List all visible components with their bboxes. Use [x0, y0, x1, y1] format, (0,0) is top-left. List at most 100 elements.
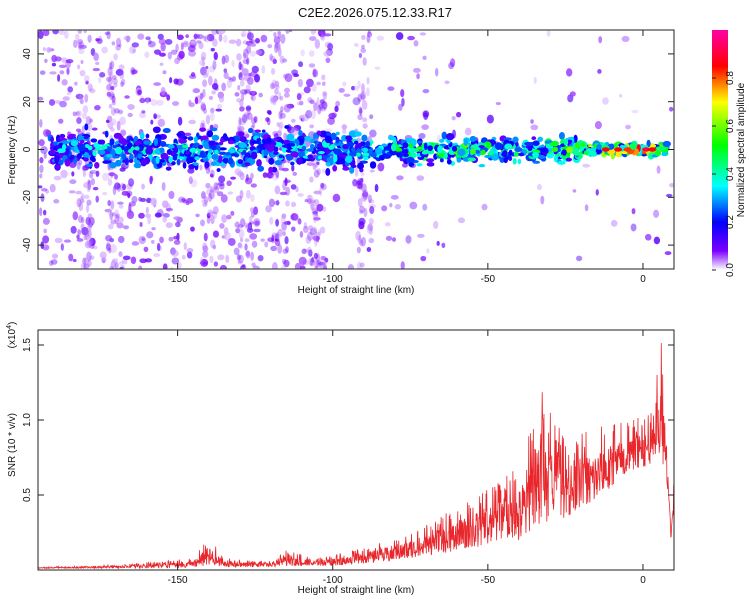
spectrogram-noise-blob	[334, 105, 339, 113]
spectrogram-noise-blob	[356, 180, 362, 189]
spectrogram-noise-blob	[241, 114, 248, 123]
spectrogram-ridge-blob	[590, 150, 597, 157]
spectrogram-noise-blob	[247, 224, 251, 230]
spectrogram-noise-blob	[146, 231, 154, 239]
spectrogram-noise-blob	[251, 65, 259, 74]
spectrogram-ridge-blob	[176, 158, 181, 166]
spectrogram-peak	[614, 147, 623, 152]
spectrogram-ridge-blob	[273, 151, 279, 156]
spectrogram-ridge-blob	[176, 132, 183, 136]
spectrogram-streak-blob	[202, 88, 206, 98]
spectrogram-streak-blob	[213, 211, 218, 219]
spectrogram-noise-blob	[144, 97, 152, 103]
spectrogram-ridge-blob	[254, 129, 262, 133]
spectrogram-noise-blob	[127, 112, 133, 118]
spectrogram-noise-blob	[107, 121, 114, 130]
spectrogram-ridge-blob	[290, 161, 295, 166]
spectrogram-streak-blob	[283, 132, 288, 141]
spectrogram-streak-blob	[315, 265, 322, 269]
spectrogram-ridge-blob	[615, 150, 622, 158]
spectrogram-streak-blob	[355, 179, 361, 185]
spectrogram-noise-blob	[218, 33, 223, 42]
spectrogram-noise-blob	[139, 258, 147, 264]
spectrogram-noise-blob	[237, 125, 245, 132]
spectrogram-streak-blob	[241, 30, 247, 37]
spectrogram-ridge-blob	[191, 144, 197, 149]
spectrogram-ridge-blob	[317, 151, 325, 155]
spectrogram-noise-blob	[306, 78, 314, 88]
spectrogram-streak-blob	[210, 107, 215, 114]
spectrogram-streak-blob	[282, 231, 286, 236]
spectrogram-noise-blob	[291, 164, 295, 172]
spectrogram-noise-blob	[159, 236, 164, 244]
spectrogram-streak-blob	[83, 257, 90, 265]
spectrogram-noise-blob	[168, 190, 175, 200]
spectrogram-streak-blob	[276, 130, 282, 138]
spectrogram-noise-blob	[249, 50, 256, 57]
spectrogram-noise-blob	[223, 68, 228, 73]
spectrogram-noise-blob	[358, 221, 365, 230]
spectrogram-streak-blob	[358, 106, 363, 115]
spectrogram-noise-blob	[110, 127, 115, 132]
spectrogram-streak-blob	[320, 255, 326, 261]
spectrogram-noise-blob	[101, 256, 107, 264]
spectrogram-noise-blob	[669, 182, 674, 188]
spectrogram-noise-blob	[219, 264, 228, 269]
spectrogram-noise-blob	[254, 37, 260, 44]
spectrogram-ridge-blob	[208, 148, 213, 154]
spectrogram-noise-blob	[62, 96, 70, 101]
spectrogram-noise-blob	[199, 261, 208, 265]
spectrogram-noise-blob	[597, 68, 602, 74]
spectrogram-streak-blob	[212, 38, 218, 47]
spectrogram-ridge-blob	[333, 148, 342, 155]
spectrogram-noise-blob	[130, 256, 137, 265]
spectrogram-streak-blob	[361, 100, 368, 110]
spectrogram-noise-blob	[391, 237, 397, 242]
spectrogram-streak-blob	[111, 118, 117, 126]
spectrogram-ridge-blob	[139, 132, 145, 140]
spectrogram-noise-blob	[128, 203, 132, 213]
spectrogram-streak-blob	[281, 258, 287, 265]
spectrogram-noise-blob	[311, 256, 315, 263]
spectrogram-noise-blob	[296, 93, 302, 101]
spectrogram-ridge-blob	[557, 160, 566, 165]
spectrogram-streak-blob	[315, 209, 319, 217]
spectrogram-streak-blob	[358, 178, 363, 184]
spectrogram-streak-blob	[276, 235, 281, 242]
spectrogram-streak-blob	[280, 112, 286, 119]
spectrogram-streak-blob	[368, 225, 374, 236]
spectrogram-noise-blob	[226, 79, 233, 89]
spectrogram-ridge-blob	[57, 159, 64, 166]
spectrogram-noise-blob	[278, 91, 282, 100]
spectrogram-noise-blob	[271, 68, 276, 75]
spectrogram-ridge-blob	[177, 156, 185, 160]
spectrogram-noise-blob	[212, 230, 220, 238]
spectrogram-streak-blob	[77, 228, 81, 235]
spectrogram-noise-blob	[290, 213, 299, 221]
spectrogram-noise-blob	[664, 251, 672, 256]
spectrogram-x-axis-label: Height of straight line (km)	[298, 285, 415, 296]
spectrogram-noise-blob	[584, 204, 589, 212]
spectrogram-streak-blob	[311, 207, 318, 216]
spectrogram-streak-blob	[108, 71, 114, 81]
spectrogram-streak-blob	[85, 116, 92, 125]
spectrogram-ridge-blob	[290, 151, 299, 158]
snr-x-tick-label: -150	[168, 575, 188, 586]
spectrogram-noise-blob	[413, 40, 419, 47]
spectrogram-noise-blob	[257, 254, 264, 262]
spectrogram-noise-blob	[274, 185, 281, 195]
colorbar-ticks: 0.0 0.2 0.4 0.6 0.8	[712, 71, 736, 277]
spectrogram-streak-blob	[87, 34, 92, 43]
spectrogram-streak-blob	[238, 116, 242, 127]
spectrogram-streak-blob	[311, 83, 317, 92]
spectrogram-noise-blob	[128, 46, 137, 54]
spectrogram-streak-blob	[317, 105, 322, 115]
spectrogram-noise-blob	[162, 70, 167, 75]
spectrogram-noise-blob	[42, 243, 48, 247]
spectrogram-streak-blob	[359, 209, 364, 215]
spectrogram-noise-blob	[80, 263, 86, 269]
spectrogram-noise-blob	[250, 183, 257, 188]
spectrogram-streak-blob	[320, 32, 324, 40]
spectrogram-ridge-blob	[332, 164, 338, 172]
spectrogram-noise-blob	[338, 88, 345, 93]
